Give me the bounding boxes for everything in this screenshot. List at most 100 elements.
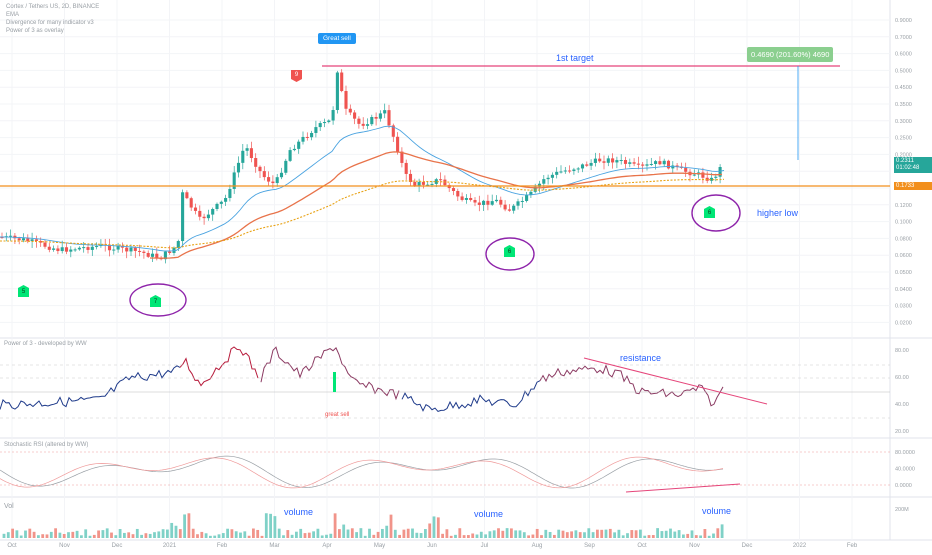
volume-bar	[501, 530, 505, 538]
volume-bar	[467, 535, 470, 538]
candle-body	[701, 172, 705, 178]
candle-body	[310, 132, 314, 138]
candle-body	[499, 199, 503, 205]
volume-bar	[548, 532, 552, 538]
volume-bar	[45, 534, 49, 538]
great-sell-label: great sell	[325, 412, 350, 418]
x-tick-label: Oct	[7, 543, 17, 549]
volume-bar	[415, 532, 419, 538]
volume-bar	[694, 535, 698, 538]
x-tick-label: Feb	[847, 543, 858, 549]
power-y-tick: 40.00	[895, 402, 909, 408]
indicator-ema[interactable]: EMA	[6, 12, 20, 18]
y-tick-label: 0.3500	[895, 102, 912, 108]
volume-bar	[411, 528, 414, 538]
volume-bar	[2, 533, 6, 538]
candle-body	[365, 124, 370, 126]
candle-body	[26, 238, 30, 242]
candle-body	[120, 245, 124, 248]
candle-body	[215, 203, 219, 209]
candle-body	[301, 136, 305, 142]
power-line	[260, 346, 400, 401]
candle-body	[142, 251, 146, 253]
power-line	[401, 380, 541, 412]
volume-bar	[316, 528, 320, 538]
volume-bar	[686, 533, 690, 538]
volume-bar	[350, 528, 354, 538]
volume-bar	[239, 532, 242, 538]
volume-bar	[462, 535, 466, 538]
target-measure-box[interactable]: 0.4690 (201.60%) 4690	[747, 47, 834, 62]
candle-body	[520, 200, 524, 202]
power-pane	[0, 346, 890, 419]
volume-bar	[419, 533, 423, 538]
x-tick-label: Apr	[322, 543, 331, 549]
volume-bar	[574, 530, 578, 538]
volume-bar	[209, 535, 212, 538]
volume-bar	[312, 531, 315, 538]
volume-bar	[596, 529, 599, 538]
volume-bar	[178, 529, 182, 538]
candle-body	[606, 158, 610, 163]
candle-body	[654, 161, 658, 164]
candle-body	[224, 197, 228, 202]
candle-body	[550, 174, 554, 178]
volume-bar	[479, 531, 483, 538]
volume-bar	[75, 530, 79, 538]
volume-bar	[264, 513, 268, 538]
volume-bar	[381, 528, 384, 538]
candle-body	[52, 248, 56, 250]
indicator-divergence[interactable]: Divergence for many indicator v3	[6, 20, 94, 26]
candle-countdown: 01:02:48	[896, 165, 920, 171]
y-tick-label: 0.5000	[895, 68, 912, 74]
candle-body	[585, 164, 589, 166]
resistance-label: resistance	[620, 353, 662, 363]
volume-bar	[153, 532, 156, 538]
volume-bar	[492, 530, 496, 538]
volume-bar	[488, 531, 492, 538]
candle-body	[77, 247, 81, 250]
highlight-ellipse	[691, 194, 741, 232]
x-tick-label: 2021	[163, 543, 177, 549]
volume-bar	[428, 523, 432, 538]
y-tick-label: 0.7000	[895, 35, 912, 41]
volume-bar	[105, 528, 109, 538]
x-tick-label: Dec	[742, 543, 753, 549]
candle-body	[525, 195, 529, 201]
volume-bar	[363, 535, 367, 538]
candle-body	[512, 205, 516, 211]
volume-bar	[617, 529, 621, 538]
volume-bar	[342, 524, 346, 538]
x-tick-label: Nov	[59, 543, 70, 549]
volume-bar	[355, 532, 358, 538]
volume-bar	[234, 531, 238, 538]
y-tick-label: 0.9000	[895, 18, 912, 24]
volume-bar	[690, 530, 694, 538]
candle-body	[9, 235, 13, 237]
candle-body	[262, 171, 266, 178]
candle-body	[228, 188, 232, 198]
volume-bar	[565, 532, 569, 538]
candle-body	[641, 164, 645, 166]
volume-bar	[213, 535, 217, 538]
volume-bar	[286, 530, 290, 538]
candle-body	[353, 112, 357, 119]
volume-bar	[518, 530, 522, 538]
indicator-power3[interactable]: Power of 3 as overlay	[6, 28, 64, 34]
candle-body	[73, 249, 77, 251]
volume-bar	[510, 528, 513, 538]
volume-bar	[557, 529, 561, 538]
volume-bar	[101, 530, 105, 538]
highlight-ellipse	[129, 283, 187, 317]
volume-bar	[110, 532, 113, 538]
candle-body	[133, 247, 137, 251]
volume-bar	[449, 535, 453, 538]
last-price-value: 0.2311	[896, 158, 914, 164]
volume-bar	[651, 535, 655, 538]
volume-bar	[243, 531, 247, 538]
volume-bar	[269, 513, 272, 538]
power-y-tick: 80.00	[895, 348, 909, 354]
vol-y-tick: 200M	[895, 507, 909, 513]
